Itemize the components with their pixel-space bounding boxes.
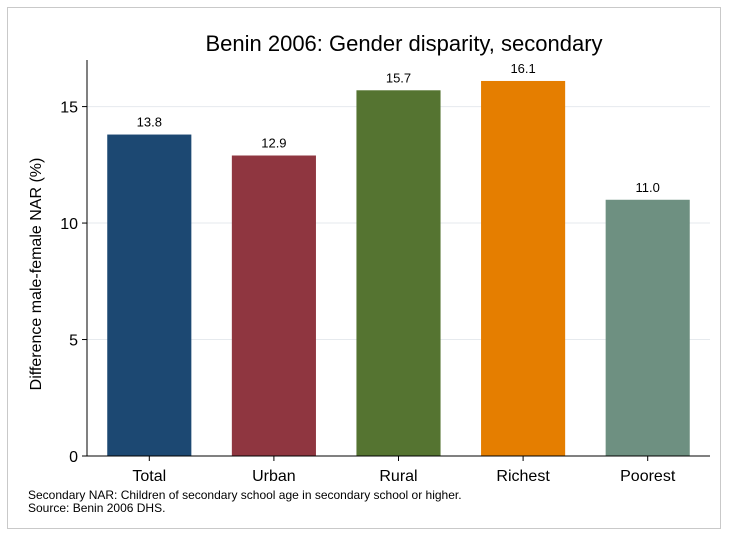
- category-label-richest: Richest: [496, 468, 550, 485]
- category-label-rural: Rural: [379, 468, 417, 485]
- category-label-poorest: Poorest: [620, 468, 676, 485]
- bar-rural: [356, 90, 441, 457]
- y-tick-label: 0: [69, 449, 78, 466]
- footnote-source: Source: Benin 2006 DHS.: [28, 501, 166, 515]
- y-tick-label: 15: [60, 100, 78, 117]
- footnote-definition: Secondary NAR: Children of secondary sch…: [28, 488, 462, 502]
- data-label-rural: 15.7: [386, 70, 411, 85]
- y-tick-label: 5: [69, 333, 78, 350]
- chart-title: Benin 2006: Gender disparity, secondary: [205, 31, 602, 56]
- x-axis-categories: Total Urban Rural Richest Poorest: [132, 456, 676, 485]
- bar-total: [107, 134, 192, 456]
- bar-poorest: [605, 199, 690, 456]
- bars: [107, 80, 690, 457]
- data-label-poorest: 11.0: [636, 180, 660, 195]
- bar-urban: [231, 155, 316, 456]
- data-label-urban: 12.9: [261, 136, 286, 151]
- bar-richest: [481, 80, 566, 456]
- category-label-urban: Urban: [252, 468, 296, 485]
- y-axis-label: Difference male-female NAR (%): [28, 158, 45, 391]
- y-tick-label: 10: [60, 216, 78, 233]
- data-label-total: 13.8: [137, 115, 162, 130]
- category-label-total: Total: [132, 468, 166, 485]
- data-labels: 13.8 12.9 15.7 16.1 11.0: [137, 61, 660, 195]
- y-axis-ticks: 0 5 10 15: [60, 100, 87, 466]
- data-label-richest: 16.1: [510, 61, 535, 76]
